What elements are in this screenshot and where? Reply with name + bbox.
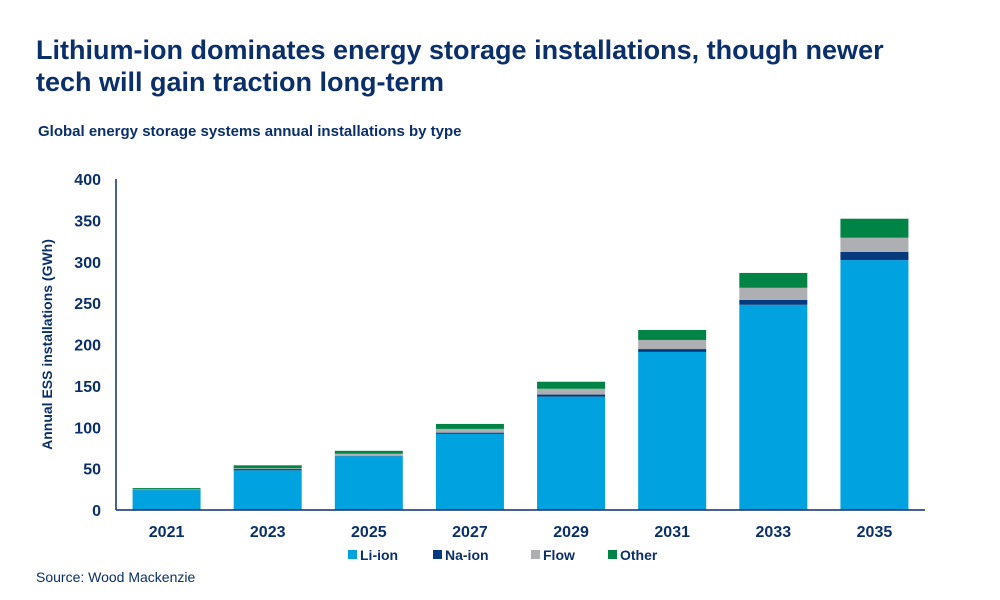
legend-swatch-na-ion — [433, 550, 442, 559]
legend-label-li-ion: Li-ion — [360, 547, 398, 563]
bar-segment-other-2033 — [739, 272, 808, 288]
y-tick-label: 350 — [74, 213, 101, 230]
bar-segment-other-2025 — [334, 450, 403, 454]
bar-segment-other-2029 — [537, 381, 606, 389]
bar-segment-flow-2033 — [739, 287, 808, 300]
x-tick-label: 2031 — [654, 524, 690, 541]
y-tick-label: 100 — [74, 420, 101, 437]
bar-segment-other-2035 — [840, 218, 909, 238]
bar-segment-other-2021 — [132, 488, 201, 490]
bar-segment-other-2023 — [233, 465, 302, 469]
bar-segment-li-ion-2027 — [435, 433, 504, 510]
x-tick-label: 2023 — [250, 524, 286, 541]
bar-segment-flow-2035 — [840, 237, 909, 252]
bar-segment-flow-2023 — [233, 468, 302, 470]
chart-subtitle: Global energy storage systems annual ins… — [38, 123, 462, 140]
y-tick-label: 250 — [74, 296, 101, 313]
x-tick-label: 2035 — [857, 524, 893, 541]
bar-segment-flow-2027 — [435, 428, 504, 433]
y-tick-label: 300 — [74, 255, 101, 272]
x-tick-label: 2027 — [452, 524, 488, 541]
y-tick-label: 50 — [83, 462, 101, 479]
bar-segment-li-ion-2021 — [132, 490, 201, 510]
y-axis-label: Annual ESS installations (GWh) — [39, 239, 55, 450]
bar-segment-flow-2029 — [537, 388, 606, 395]
bar-segment-flow-2031 — [638, 339, 707, 350]
bar-segment-li-ion-2029 — [537, 396, 606, 510]
bar-segment-na-ion-2031 — [638, 349, 707, 352]
bar-segment-na-ion-2033 — [739, 299, 808, 305]
x-tick-label: 2025 — [351, 524, 387, 541]
legend-label-other: Other — [620, 547, 658, 563]
bar-segment-other-2031 — [638, 330, 707, 340]
x-tick-label: 2033 — [756, 524, 792, 541]
legend-swatch-other — [608, 550, 617, 559]
source-note: Source: Wood Mackenzie — [36, 569, 196, 585]
legend-label-flow: Flow — [543, 547, 575, 563]
x-tick-label: 2021 — [149, 524, 185, 541]
bar-segment-li-ion-2023 — [233, 470, 302, 510]
legend-swatch-flow — [531, 550, 540, 559]
y-tick-label: 0 — [92, 503, 101, 520]
bar-segment-na-ion-2027 — [435, 432, 504, 434]
bar-segment-li-ion-2035 — [840, 260, 909, 510]
legend-label-na-ion: Na-ion — [445, 547, 489, 563]
y-tick-label: 200 — [74, 338, 101, 355]
y-tick-label: 150 — [74, 379, 101, 396]
bar-segment-li-ion-2031 — [638, 351, 707, 510]
chart-title: Lithium-ion dominates energy storage ins… — [36, 35, 884, 97]
y-tick-label: 400 — [74, 172, 101, 189]
legend-swatch-li-ion — [348, 550, 357, 559]
bar-segment-na-ion-2023 — [233, 469, 302, 471]
bar-segment-other-2027 — [435, 423, 504, 429]
bar-segment-flow-2025 — [334, 453, 403, 456]
bar-segment-na-ion-2035 — [840, 251, 909, 261]
bar-segment-na-ion-2029 — [537, 394, 606, 397]
bar-segment-li-ion-2033 — [739, 304, 808, 510]
x-tick-label: 2029 — [553, 524, 589, 541]
bar-segment-li-ion-2025 — [334, 456, 403, 510]
